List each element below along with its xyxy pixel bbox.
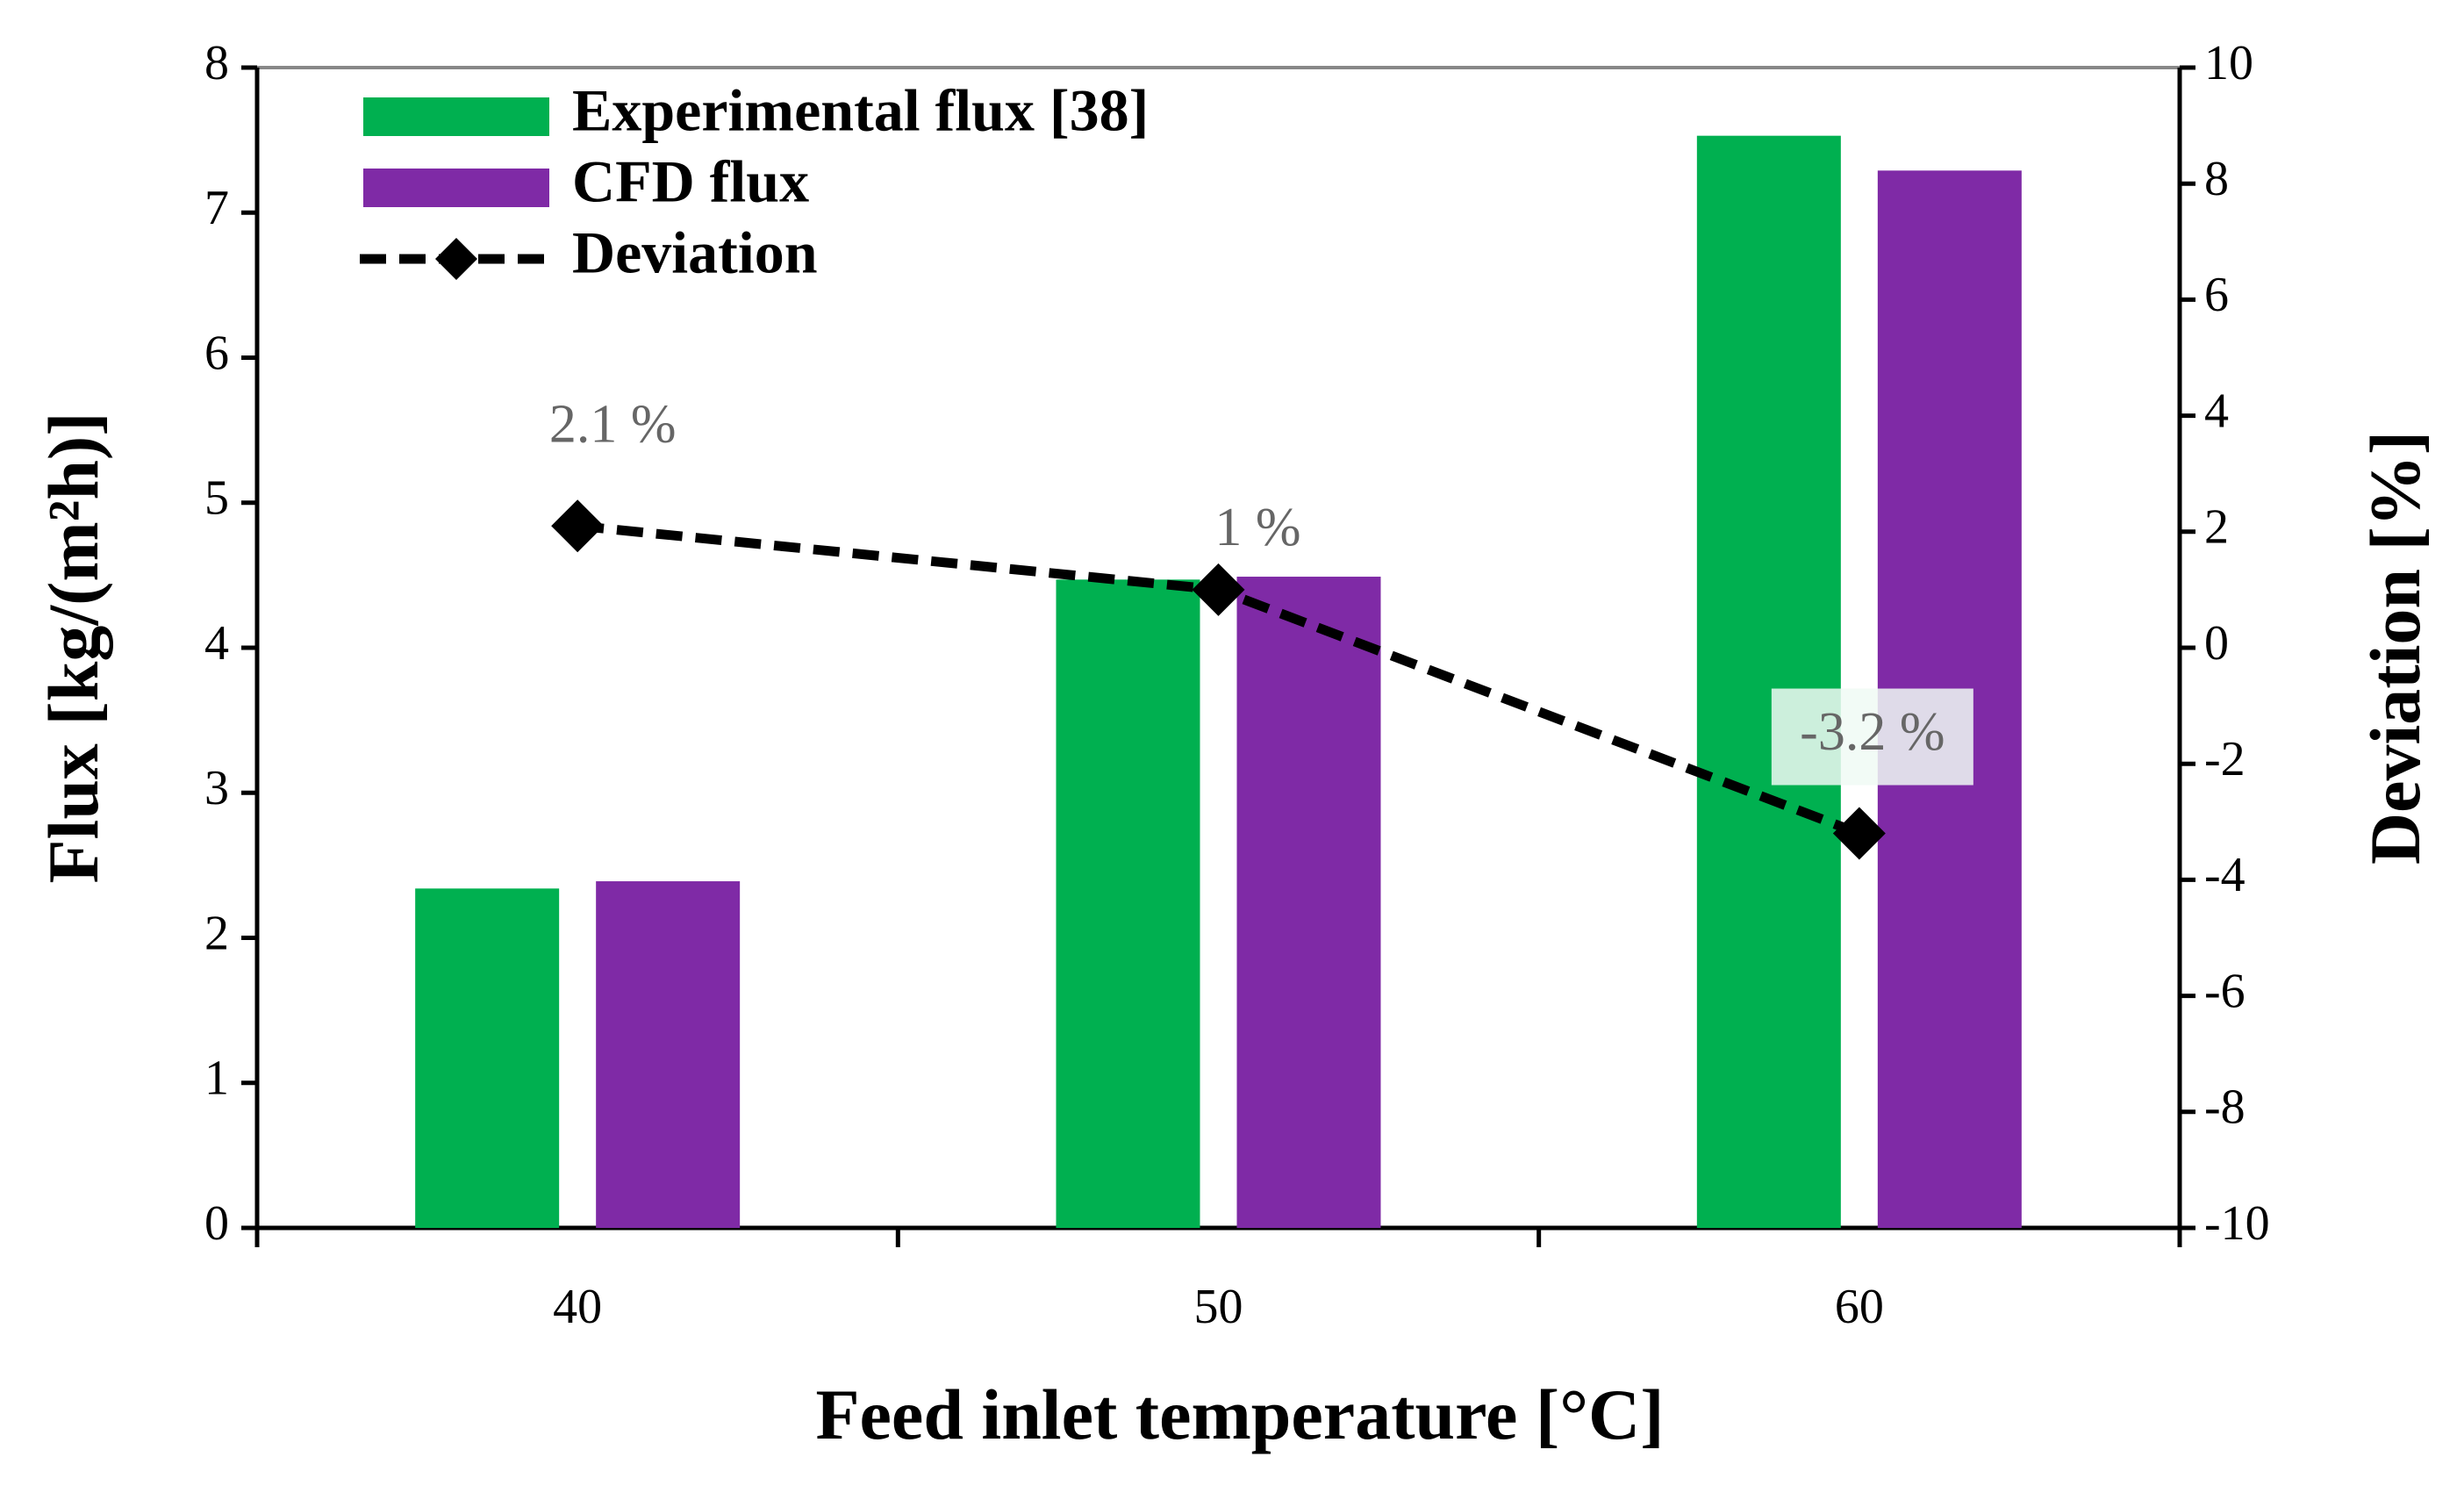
- x-tick-label: 40: [553, 1280, 602, 1334]
- bar: [596, 881, 741, 1228]
- y-tick-label: 0: [204, 1196, 229, 1251]
- legend-marker: [435, 238, 477, 280]
- y2-tick-label: -10: [2204, 1196, 2270, 1251]
- bar: [1056, 579, 1200, 1228]
- y2-tick-label: 10: [2204, 36, 2253, 90]
- y-tick-label: 2: [204, 906, 229, 960]
- data-label: -3.2 %: [1800, 702, 1945, 762]
- legend-swatch: [363, 97, 549, 136]
- y2-tick-label: -2: [2204, 732, 2246, 786]
- y2-tick-label: 0: [2204, 616, 2229, 671]
- y2-tick-label: 6: [2204, 268, 2229, 322]
- y-tick-label: 8: [204, 36, 229, 90]
- y-tick-label: 5: [204, 471, 229, 526]
- y-tick-label: 6: [204, 326, 229, 380]
- y2-tick-label: -4: [2204, 848, 2246, 902]
- marker: [551, 499, 605, 553]
- y-tick-label: 7: [204, 181, 229, 235]
- y2-tick-label: -6: [2204, 964, 2246, 1018]
- y-tick-label: 4: [204, 616, 229, 671]
- legend-label: Deviation: [572, 219, 818, 286]
- data-label: 2.1 %: [549, 394, 677, 454]
- marker: [1832, 807, 1886, 860]
- y-tick-label: 1: [204, 1051, 229, 1106]
- bar: [1696, 135, 1841, 1229]
- y2-tick-label: -8: [2204, 1080, 2246, 1135]
- bar: [1236, 577, 1381, 1228]
- legend-label: Experimental flux [38]: [572, 77, 1149, 144]
- label-box: [1771, 688, 1973, 786]
- marker: [1192, 563, 1245, 616]
- x-tick-label: 60: [1835, 1280, 1884, 1334]
- y2-tick-label: 4: [2204, 384, 2229, 438]
- legend-swatch: [363, 169, 549, 207]
- y2-tick-label: 8: [2204, 152, 2229, 206]
- y-tick-label: 3: [204, 761, 229, 815]
- y2-tick-label: 2: [2204, 500, 2229, 555]
- data-label: 1 %: [1214, 498, 1300, 557]
- x-tick-label: 50: [1194, 1280, 1243, 1334]
- bar: [415, 888, 560, 1228]
- legend-label: CFD flux: [572, 148, 809, 215]
- x-axis-title: Feed inlet temperature [°C]: [815, 1374, 1664, 1454]
- y-axis-title: Flux [kg/(m²h)]: [33, 412, 113, 883]
- y2-axis-title: Deviation [%]: [2355, 431, 2435, 865]
